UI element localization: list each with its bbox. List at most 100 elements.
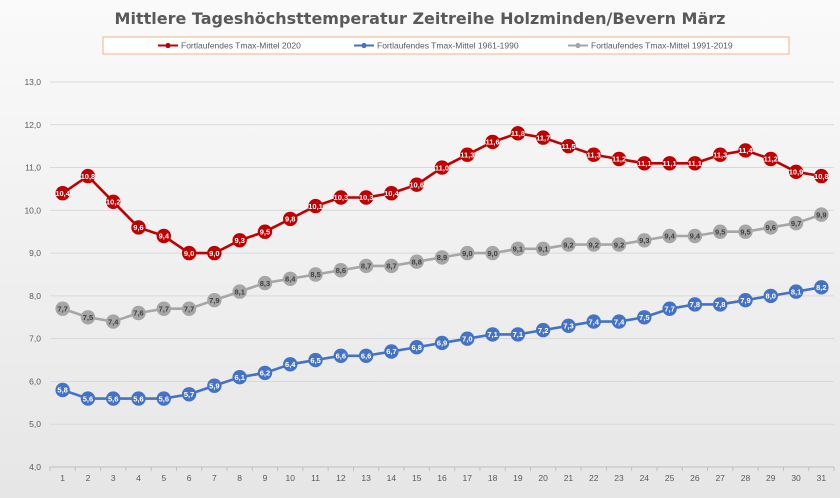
legend-label-1961-1990: Fortlaufendes Tmax-Mittel 1961-1990: [377, 41, 519, 51]
y-axis: 4,0 5,0 6,0 7,0 8,0 9,0 10,0 11,0 12,0 13,0: [24, 77, 41, 472]
x-tick-label: 8: [237, 473, 242, 483]
data-point: [814, 207, 829, 222]
data-point: [409, 254, 424, 269]
x-tick-label: 10: [286, 473, 296, 483]
data-label: 11,2: [764, 155, 778, 164]
x-tick-label: 20: [538, 473, 548, 483]
x-tick-label: 15: [412, 473, 422, 483]
data-point: [181, 387, 197, 402]
y-tick-label: 10,0: [24, 205, 41, 215]
data-point: [662, 228, 677, 244]
data-label: 10,4: [55, 189, 70, 198]
data-label: 8,1: [791, 287, 801, 296]
y-tick-label: 8,0: [29, 291, 41, 301]
data-point: [434, 160, 450, 175]
data-point: [586, 314, 601, 329]
data-point: [434, 250, 450, 265]
data-label: 9,5: [260, 227, 270, 236]
data-point: [131, 305, 146, 321]
x-tick-label: 1: [60, 473, 65, 483]
data-label: 6,1: [234, 373, 244, 382]
data-point: [687, 156, 703, 171]
legend-box: [102, 36, 790, 55]
data-label: 5,6: [108, 394, 118, 403]
data-label: 9,0: [209, 249, 219, 258]
data-label: 9,8: [285, 215, 295, 224]
data-point: [207, 292, 222, 308]
data-point: [763, 220, 778, 235]
data-label: 9,0: [184, 249, 194, 258]
data-point: [283, 211, 298, 227]
data-label: 9,1: [513, 245, 523, 254]
data-point: [662, 301, 677, 316]
data-label: 11,7: [536, 133, 550, 142]
data-point: [80, 391, 96, 406]
data-point: [611, 151, 627, 167]
data-label: 11,5: [561, 142, 575, 151]
x-tick-label: 28: [741, 473, 751, 483]
data-point: [460, 245, 475, 261]
data-point: [80, 310, 96, 325]
data-point: [485, 327, 500, 342]
data-label: 10,4: [384, 189, 399, 198]
data-label: 7,8: [715, 300, 725, 309]
data-point: [788, 215, 804, 231]
data-point: [485, 245, 500, 261]
x-tick-label: 29: [766, 473, 776, 483]
x-tick-label: 13: [361, 473, 371, 483]
series-2020: 10,4 10,8 10,2 9,6 9,4 9,0 9,0 9,3 9,5 9,8 10,1 10,…: [55, 126, 829, 261]
data-point: [257, 275, 273, 291]
x-tick-label: 9: [263, 473, 268, 483]
data-label: 6,6: [361, 351, 371, 360]
data-point: [257, 365, 273, 381]
data-point: [283, 357, 298, 372]
data-point: [181, 301, 197, 316]
data-label: 11,3: [587, 150, 601, 159]
data-label: 8,9: [437, 253, 447, 262]
data-point: [586, 147, 601, 162]
data-point: [55, 382, 70, 398]
data-label: 7,5: [83, 313, 93, 322]
y-tick-label: 4,0: [29, 462, 41, 472]
data-label: 8,1: [234, 287, 244, 296]
x-tick-label: 26: [690, 473, 700, 483]
y-tick-label: 11,0: [25, 163, 41, 173]
data-label: 8,6: [336, 266, 346, 275]
data-label: 6,5: [310, 356, 320, 365]
data-label: 11,1: [663, 159, 677, 168]
data-point: [788, 284, 804, 299]
data-label: 5,6: [83, 394, 93, 403]
data-label: 9,4: [664, 232, 675, 241]
x-tick-label: 31: [817, 473, 827, 483]
data-label: 9,6: [133, 223, 143, 232]
data-point: [308, 198, 323, 214]
data-label: 9,2: [614, 240, 624, 249]
data-point: [358, 258, 374, 274]
data-label: 6,9: [437, 339, 447, 348]
data-label: 7,7: [664, 304, 674, 313]
data-label: 7,1: [513, 330, 523, 339]
data-point: [712, 297, 728, 312]
data-label: 6,8: [411, 343, 421, 352]
data-point: [788, 164, 804, 180]
data-point: [333, 190, 349, 205]
data-point: [712, 224, 728, 239]
data-point: [131, 391, 146, 406]
data-point: [637, 156, 652, 171]
data-label: 10,8: [81, 172, 96, 181]
x-tick-label: 25: [665, 473, 675, 483]
data-label: 7,4: [108, 317, 119, 326]
data-label: 7,8: [690, 300, 700, 309]
x-tick-label: 2: [86, 473, 91, 483]
data-label: 11,1: [688, 159, 702, 168]
data-point: [232, 284, 247, 299]
data-point: [434, 335, 450, 351]
series-layer: 7,7 7,5 7,4 7,6 7,7 7,7 7,9 8,1 8,3 8,4 8,5 8,6 8,7 8…: [55, 126, 829, 406]
data-point: [106, 314, 121, 329]
x-tick-label: 27: [715, 473, 725, 483]
y-tick-label: 6,0: [29, 376, 41, 386]
data-label: 8,3: [260, 279, 270, 288]
x-tick-label: 14: [387, 473, 397, 483]
data-label: 10,2: [106, 197, 121, 206]
